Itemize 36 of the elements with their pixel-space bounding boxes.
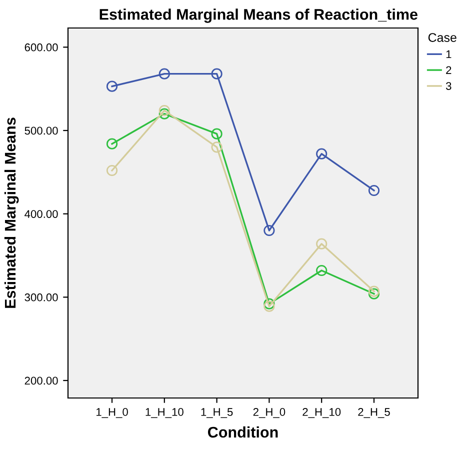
point [211,68,222,80]
point [368,288,380,300]
point [106,80,118,92]
x-tick-label: 2_H_0 [253,408,286,418]
point [106,138,118,150]
y-tick-label: 300.00 [24,293,58,302]
x-tick-label: 1_H_0 [96,408,128,418]
point [316,148,328,160]
y-tick-label: 600.00 [24,43,58,52]
point [264,298,275,310]
point [158,108,170,120]
legend-label: 3 [446,82,452,90]
point [368,286,380,297]
point [158,68,170,80]
point [316,264,328,276]
point [158,104,170,116]
point [211,142,222,153]
point [264,224,275,236]
point [211,128,222,140]
legend-label: 1 [446,50,452,58]
point [264,300,275,312]
x-tick-label: 1_H_10 [146,408,184,418]
point [368,184,380,196]
y-tick-label: 200.00 [24,376,58,385]
x-axis-title: Condition [208,426,278,438]
y-tick-label: 500.00 [24,126,58,135]
legend-label: 2 [446,66,452,74]
x-tick-label: 2_H_10 [302,408,341,418]
y-tick-label: 400.00 [24,210,58,218]
y-axis-title: Estimated Marginal Means [4,118,19,308]
x-tick-label: 2_H_5 [358,408,390,418]
point [316,238,328,250]
x-tick-label: 1_H_5 [201,408,233,418]
point [106,164,118,176]
chart-title: Estimated Marginal Means of Reaction_time [100,8,418,23]
legend-title: Case [428,33,456,42]
